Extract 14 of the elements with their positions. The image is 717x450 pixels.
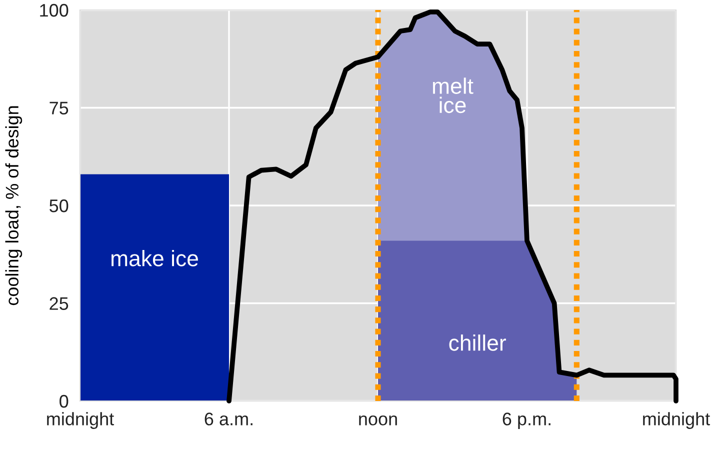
y-tick-label: 0 bbox=[60, 394, 68, 408]
series-label: chiller bbox=[449, 334, 506, 351]
series-label: melt ice bbox=[432, 78, 474, 114]
x-tick-label: noon bbox=[359, 415, 397, 426]
x-tick-label: midnight bbox=[47, 412, 114, 429]
y-tick-label: 75 bbox=[50, 102, 68, 114]
y-axis-title: cooling load, % of design bbox=[5, 106, 22, 306]
y-tick-label: 25 bbox=[50, 297, 68, 310]
x-tick-label: midnight bbox=[643, 412, 710, 429]
x-tick-label: 6 p.m. bbox=[502, 412, 550, 429]
y-tick-label: 50 bbox=[50, 199, 68, 212]
series-label: make ice bbox=[112, 250, 198, 266]
x-tick-label: 6 a.m. bbox=[204, 412, 252, 426]
y-tick-label: 100 bbox=[40, 4, 68, 17]
